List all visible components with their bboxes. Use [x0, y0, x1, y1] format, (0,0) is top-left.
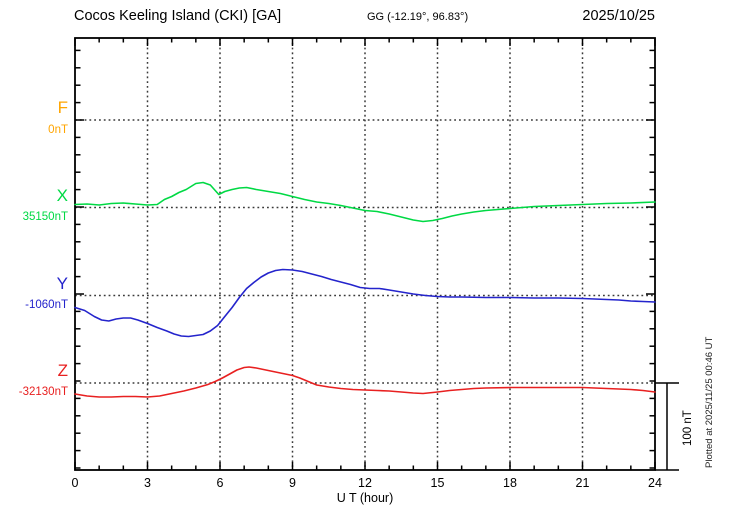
x-tick-label: 15: [430, 476, 445, 490]
trace-y: [74, 268, 656, 338]
x-tick-label: 21: [575, 476, 590, 490]
station-title: Cocos Keeling Island (CKI) [GA]: [74, 8, 282, 24]
channel-label-y: Y: [56, 274, 68, 293]
channel-label-x: X: [56, 186, 68, 205]
x-tick-label: 12: [358, 476, 372, 490]
x-axis-title: U T (hour): [336, 491, 394, 505]
scale-bar-label: 100 nT: [682, 410, 694, 446]
plot-date: 2025/10/25: [582, 8, 655, 24]
x-tick-label: 0: [71, 476, 79, 490]
trace-x: [74, 181, 656, 223]
x-tick-label: 24: [648, 476, 662, 490]
channel-label-z: Z: [57, 361, 68, 380]
x-tick-label: 9: [289, 476, 296, 490]
channel-baseline-x: 35150nT: [22, 211, 68, 223]
x-tick-label: 3: [144, 476, 151, 490]
trace-z: [74, 366, 656, 398]
channel-baseline-z: -32130nT: [18, 386, 68, 398]
channel-baseline-y: -1060nT: [25, 299, 68, 311]
x-tick-label: 18: [503, 476, 517, 490]
channel-baseline-f: 0nT: [48, 124, 68, 136]
channel-label-f: F: [57, 98, 68, 117]
x-tick-label: 6: [216, 476, 224, 490]
station-coordinates: GG (-12.19°, 96.83°): [367, 11, 469, 23]
plotted-at-timestamp: Plotted at 2025/11/25 00:46 UT: [704, 336, 715, 468]
